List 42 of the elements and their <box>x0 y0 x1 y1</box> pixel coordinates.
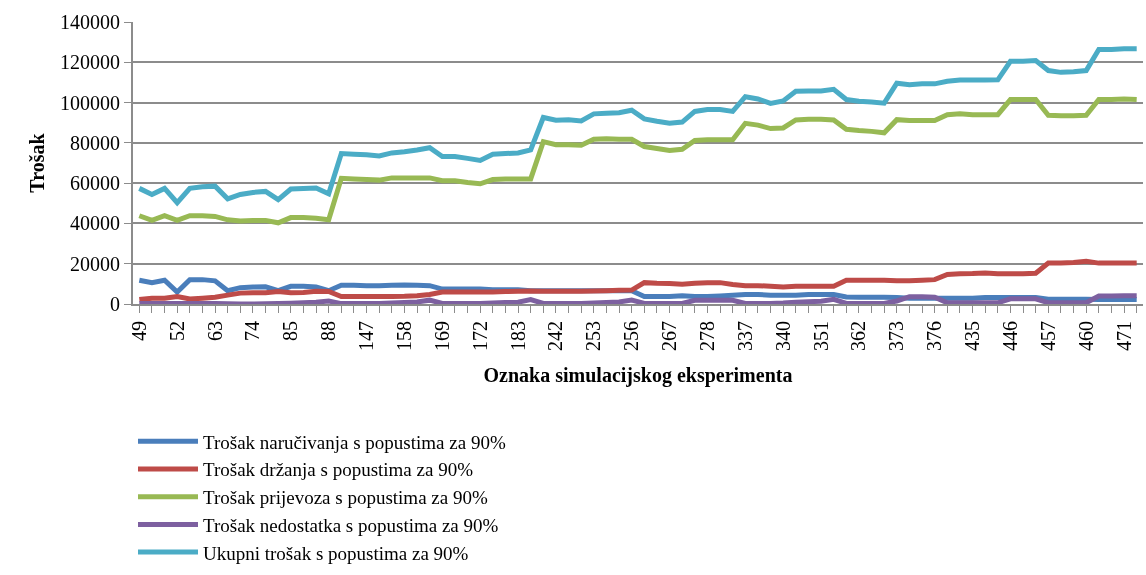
x-tick-label: 362 <box>847 321 870 351</box>
x-tick-label: 49 <box>127 321 150 341</box>
x-tick-label: 63 <box>203 321 226 341</box>
y-tick-label: 60000 <box>70 172 120 195</box>
x-tick-label: 471 <box>1112 321 1135 351</box>
y-tick-label: 120000 <box>60 51 120 74</box>
x-tick-label: 267 <box>658 321 681 351</box>
y-axis-title: Trošak <box>26 132 48 193</box>
y-tick-label: 100000 <box>60 91 120 114</box>
legend-label: Trošak naručivanja s popustima za 90% <box>203 431 506 453</box>
x-tick-label: 256 <box>620 321 643 351</box>
x-tick-label: 242 <box>544 321 567 351</box>
x-tick-label: 435 <box>961 321 984 351</box>
x-axis-title: Oznaka simulacijskog eksperimenta <box>483 364 793 387</box>
x-tick-label: 172 <box>468 321 491 351</box>
x-tick-label: 147 <box>355 321 378 351</box>
x-tick-label: 457 <box>1036 321 1059 351</box>
x-tick-label: 340 <box>771 321 794 351</box>
x-tick-label: 88 <box>317 321 340 341</box>
x-tick-label: 253 <box>582 321 605 351</box>
x-tick-label: 376 <box>923 321 946 351</box>
x-tick-label: 169 <box>430 321 453 351</box>
x-tick-label: 373 <box>885 321 908 351</box>
y-tick-label: 140000 <box>60 11 120 33</box>
legend-label: Trošak nedostatka s popustima za 90% <box>203 514 499 536</box>
x-tick-label: 460 <box>1074 321 1097 351</box>
x-tick-label: 85 <box>279 321 302 341</box>
y-tick-label: 40000 <box>70 212 120 235</box>
y-tick-label: 0 <box>110 293 120 315</box>
x-tick-label: 158 <box>392 321 415 351</box>
legend-label: Ukupni trošak s popustima za 90% <box>203 542 469 564</box>
x-tick-label: 446 <box>998 321 1021 351</box>
y-tick-label: 20000 <box>70 252 120 275</box>
x-tick-label: 183 <box>506 321 529 351</box>
x-tick-label: 351 <box>809 321 832 351</box>
y-tick-label: 80000 <box>70 131 120 154</box>
legend-label: Trošak prijevoza s popustima za 90% <box>203 487 488 509</box>
legend-label: Trošak držanja s popustima za 90% <box>203 459 474 481</box>
x-tick-label: 74 <box>241 321 264 341</box>
x-tick-label: 52 <box>165 321 188 341</box>
x-tick-label: 337 <box>733 321 756 351</box>
x-tick-label: 278 <box>695 321 718 351</box>
